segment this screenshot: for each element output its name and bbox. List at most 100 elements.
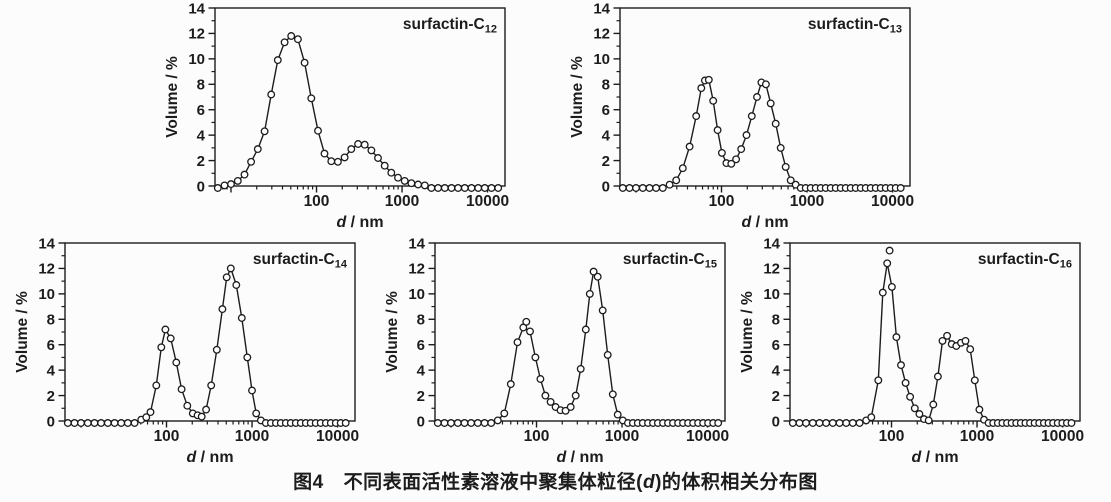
data-point [197, 412, 206, 421]
data-point [487, 419, 496, 427]
y-tick-label: 8 [417, 312, 425, 329]
data-point [202, 405, 211, 414]
data-point [367, 146, 376, 155]
y-tick-label: 6 [47, 337, 55, 354]
data-point [212, 345, 221, 354]
data-point [835, 419, 844, 427]
data-point [892, 333, 901, 342]
y-tick-label: 4 [197, 127, 206, 144]
data-point [526, 327, 534, 336]
data-point [123, 419, 132, 427]
x-tick-label: 10000 [466, 193, 509, 210]
y-axis-label: Volume / % [164, 56, 181, 138]
data-point [307, 94, 316, 103]
data-point [625, 184, 634, 192]
data-point [697, 84, 706, 93]
data-point [460, 184, 469, 192]
data-point [786, 176, 795, 185]
data-point [808, 419, 817, 427]
data-point [487, 184, 496, 192]
data-point [360, 140, 369, 149]
data-point [632, 184, 640, 192]
data-series-line [792, 262, 1072, 424]
y-tick-label: 8 [772, 312, 780, 329]
data-point [480, 184, 489, 192]
outlier-data-point [522, 317, 531, 326]
data-point [110, 419, 119, 427]
data-point [975, 405, 984, 414]
data-point [287, 32, 296, 40]
data-point [273, 56, 282, 65]
chart-surfactin-c12: 100 1000 10000 0 2 4 6 8 10 12 14 Volume / % d / nm s… [163, 0, 515, 232]
data-point [546, 397, 555, 406]
data-point [704, 75, 713, 84]
x-axis-label: d / nm [556, 449, 603, 466]
x-axis-label: d / nm [186, 449, 233, 466]
x-axis: 100 1000 10000 [67, 421, 359, 445]
data-point [247, 157, 256, 166]
data-point [434, 184, 443, 192]
data-point [237, 314, 246, 322]
y-tick-label: 0 [197, 178, 205, 195]
data-point [709, 96, 718, 105]
data-point [842, 419, 851, 427]
chart-canvas-c15: 100 1000 10000 0 2 4 6 8 10 12 14 Volume / % d / nm s… [384, 235, 729, 466]
data-point [848, 419, 857, 427]
x-tick-label: 1000 [605, 428, 639, 445]
data-point [103, 419, 112, 427]
data-point [493, 416, 502, 425]
data-point-markers [433, 267, 723, 427]
y-tick-label: 8 [602, 77, 610, 94]
data-point [638, 184, 647, 192]
y-tick-label: 14 [38, 235, 55, 252]
data-point [536, 375, 545, 383]
data-point [747, 112, 756, 121]
chart-surfactin-c16: 100 1000 10000 0 2 4 6 8 10 12 14 Volume / % d / nm s… [738, 235, 1090, 467]
data-point [685, 142, 694, 151]
data-point [333, 157, 342, 166]
y-tick-label: 14 [763, 235, 780, 252]
outlier-data-point [885, 246, 894, 255]
data-point [427, 184, 436, 192]
data-point [460, 419, 469, 427]
y-tick-label: 10 [38, 286, 55, 303]
y-tick-label: 12 [593, 26, 610, 43]
data-point [374, 154, 382, 162]
data-point [652, 184, 661, 192]
data-point [320, 149, 329, 158]
data-point [855, 419, 864, 427]
data-point [828, 419, 837, 427]
data-point [152, 381, 161, 390]
data-point [598, 306, 607, 315]
data-point [678, 164, 687, 173]
x-axis: 100 1000 10000 [437, 421, 729, 445]
y-tick-label: 4 [772, 362, 781, 379]
data-point [541, 391, 550, 400]
data-point [117, 419, 126, 427]
data-point [929, 400, 938, 409]
data-point [233, 176, 242, 185]
x-tick-label: 10000 [871, 193, 914, 210]
data-point [589, 267, 598, 276]
chart-canvas-c14: 100 1000 10000 0 2 4 6 8 10 12 14 Volume / % d / nm s… [14, 235, 359, 466]
data-point-markers [788, 246, 1076, 427]
data-point [146, 408, 155, 417]
data-point [440, 184, 449, 192]
y-tick-label: 10 [188, 51, 205, 68]
y-tick-label: 12 [188, 26, 205, 43]
y-tick-label: 6 [197, 102, 205, 119]
data-point [593, 272, 602, 281]
data-point [314, 126, 322, 135]
data-point [961, 336, 970, 345]
data-point [227, 180, 235, 189]
y-tick-label: 4 [417, 362, 426, 379]
chart-title: surfactin-C14 [253, 251, 348, 271]
x-tick-label: 100 [304, 193, 330, 210]
data-point [887, 282, 896, 291]
y-axis-label: Volume / % [384, 291, 401, 373]
y-tick-label: 2 [417, 388, 425, 405]
data-point [513, 338, 522, 347]
y-tick-label: 2 [197, 153, 205, 170]
data-point-markers [213, 32, 503, 192]
data-point [581, 325, 590, 334]
